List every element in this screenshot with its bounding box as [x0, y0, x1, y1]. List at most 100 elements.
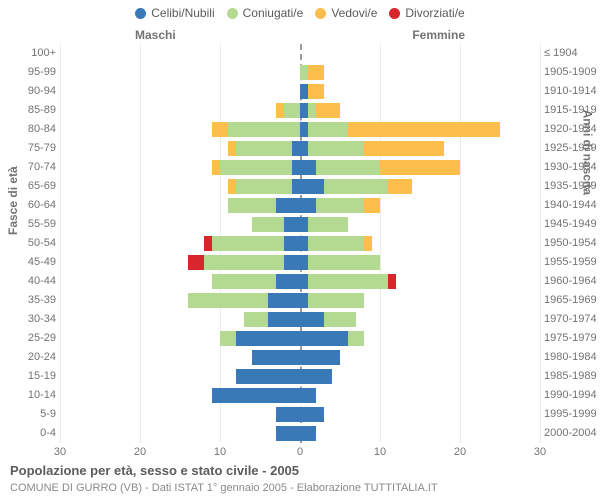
- bar-segment: [212, 388, 300, 403]
- bar-segment: [300, 179, 324, 194]
- male-bar: [212, 388, 300, 403]
- birth-year-label: 1985-1989: [544, 367, 600, 386]
- age-row: 75-791925-1929: [60, 139, 540, 158]
- legend-label: Coniugati/e: [243, 6, 304, 20]
- birth-year-label: 1910-1914: [544, 82, 600, 101]
- legend-swatch: [135, 8, 146, 19]
- bar-zone: [60, 426, 540, 441]
- bar-zone: [60, 103, 540, 118]
- bar-segment: [300, 65, 308, 80]
- bar-segment: [324, 312, 356, 327]
- age-label: 40-44: [16, 272, 56, 291]
- bar-zone: [60, 141, 540, 156]
- bar-segment: [188, 293, 268, 308]
- male-bar: [228, 198, 300, 213]
- bar-segment: [236, 331, 300, 346]
- bar-segment: [300, 426, 316, 441]
- age-row: 80-841920-1924: [60, 120, 540, 139]
- birth-year-label: 1965-1969: [544, 291, 600, 310]
- male-bar: [244, 312, 300, 327]
- age-label: 35-39: [16, 291, 56, 310]
- birth-year-label: ≤ 1904: [544, 44, 600, 63]
- bar-segment: [308, 236, 364, 251]
- age-label: 50-54: [16, 234, 56, 253]
- bar-zone: [60, 179, 540, 194]
- bar-segment: [300, 312, 324, 327]
- bar-segment: [300, 350, 340, 365]
- birth-year-label: 1920-1924: [544, 120, 600, 139]
- bar-segment: [276, 407, 300, 422]
- age-row: 30-341970-1974: [60, 310, 540, 329]
- bar-segment: [204, 236, 212, 251]
- bar-segment: [388, 274, 396, 289]
- bar-segment: [300, 198, 316, 213]
- bar-zone: [60, 65, 540, 80]
- age-row: 65-691935-1939: [60, 177, 540, 196]
- bar-segment: [300, 369, 332, 384]
- age-row: 70-741930-1934: [60, 158, 540, 177]
- age-row: 85-891915-1919: [60, 101, 540, 120]
- chart-rows: 100+≤ 190495-991905-190990-941910-191485…: [60, 44, 540, 443]
- age-label: 95-99: [16, 63, 56, 82]
- age-label: 85-89: [16, 101, 56, 120]
- bar-segment: [308, 274, 388, 289]
- female-bar: [300, 236, 372, 251]
- bar-segment: [300, 84, 308, 99]
- age-row: 35-391965-1969: [60, 291, 540, 310]
- bar-segment: [212, 274, 276, 289]
- bar-segment: [316, 160, 380, 175]
- bar-segment: [316, 198, 364, 213]
- bar-segment: [300, 236, 308, 251]
- age-label: 90-94: [16, 82, 56, 101]
- birth-year-label: 1950-1954: [544, 234, 600, 253]
- female-bar: [300, 312, 356, 327]
- legend-item: Divorziati/e: [389, 6, 464, 20]
- bar-segment: [204, 255, 284, 270]
- birth-year-label: 1945-1949: [544, 215, 600, 234]
- x-axis-tick: 20: [134, 446, 146, 458]
- bar-zone: [60, 255, 540, 270]
- bar-zone: [60, 388, 540, 403]
- bar-zone: [60, 293, 540, 308]
- female-bar: [300, 103, 340, 118]
- bar-segment: [228, 179, 236, 194]
- bar-zone: [60, 217, 540, 232]
- bar-segment: [292, 141, 300, 156]
- birth-year-label: 1955-1959: [544, 253, 600, 272]
- male-bar: [188, 293, 300, 308]
- bar-segment: [308, 217, 348, 232]
- age-row: 20-241980-1984: [60, 348, 540, 367]
- bar-segment: [276, 198, 300, 213]
- bar-segment: [236, 179, 292, 194]
- female-bar: [300, 160, 460, 175]
- birth-year-label: 1935-1939: [544, 177, 600, 196]
- male-header: Maschi: [135, 28, 176, 42]
- female-bar: [300, 179, 412, 194]
- x-axis-tick: 10: [214, 446, 226, 458]
- legend: Celibi/NubiliConiugati/eVedovi/eDivorzia…: [0, 6, 600, 20]
- bar-segment: [308, 65, 324, 80]
- bar-segment: [300, 388, 316, 403]
- age-label: 10-14: [16, 386, 56, 405]
- legend-label: Divorziati/e: [405, 6, 464, 20]
- bar-segment: [300, 217, 308, 232]
- legend-swatch: [227, 8, 238, 19]
- bar-segment: [228, 141, 236, 156]
- legend-label: Celibi/Nubili: [151, 6, 214, 20]
- bar-zone: [60, 312, 540, 327]
- female-bar: [300, 84, 324, 99]
- legend-item: Coniugati/e: [227, 6, 304, 20]
- age-row: 90-941910-1914: [60, 82, 540, 101]
- female-bar: [300, 407, 324, 422]
- birth-year-label: 1940-1944: [544, 196, 600, 215]
- female-bar: [300, 293, 364, 308]
- birth-year-label: 1930-1934: [544, 158, 600, 177]
- bar-segment: [188, 255, 204, 270]
- bar-segment: [276, 103, 284, 118]
- age-label: 70-74: [16, 158, 56, 177]
- chart-title: Popolazione per età, sesso e stato civil…: [10, 463, 299, 478]
- female-bar: [300, 198, 380, 213]
- bar-segment: [300, 407, 324, 422]
- bar-zone: [60, 198, 540, 213]
- male-bar: [212, 274, 300, 289]
